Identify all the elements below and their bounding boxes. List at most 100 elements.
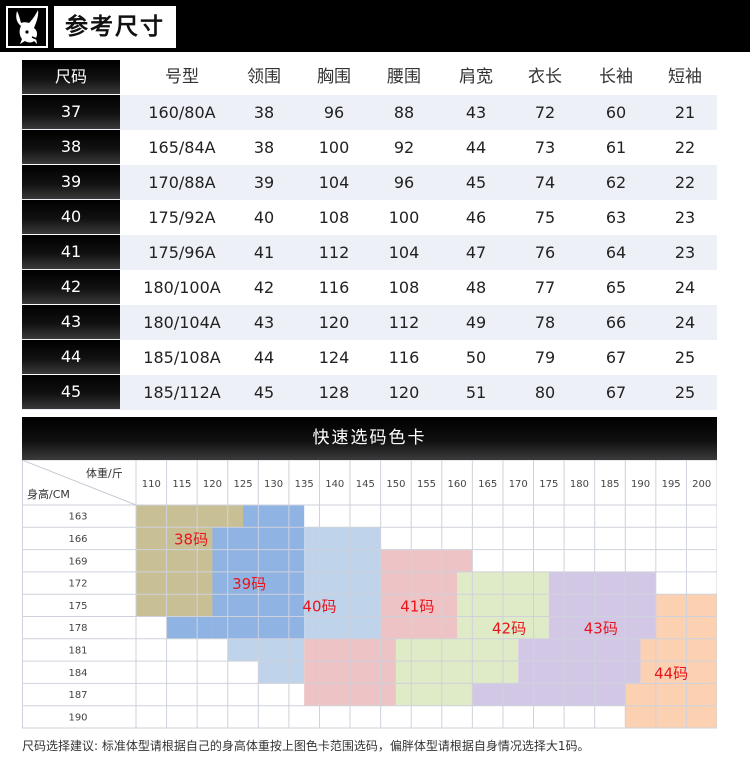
table-cell: 40 bbox=[22, 200, 120, 234]
size-zone-block bbox=[243, 505, 305, 528]
table-cell: 63 bbox=[605, 208, 627, 227]
brand-logo bbox=[6, 6, 48, 48]
table-cell: 185/112A bbox=[143, 383, 221, 402]
table-cell: 41 bbox=[253, 243, 275, 262]
weight-tick-label: 150 bbox=[386, 479, 405, 490]
table-cell: 45 bbox=[253, 383, 275, 402]
corner-diagonal bbox=[22, 460, 137, 506]
table-row: 39 170/88A 39 104 96 45 74 62 22 bbox=[22, 165, 717, 200]
weight-tick-label: 145 bbox=[356, 479, 375, 490]
size-zone-block bbox=[258, 661, 305, 684]
weight-tick-label: 190 bbox=[631, 479, 650, 490]
page-title: 参考尺寸 bbox=[65, 14, 165, 40]
size-zone-label: 42码 bbox=[492, 620, 526, 638]
table-cell: 100 bbox=[388, 208, 420, 227]
size-zone-label: 39码 bbox=[232, 575, 266, 593]
height-tick-label: 187 bbox=[68, 690, 87, 701]
table-cell: 48 bbox=[465, 278, 487, 297]
table-header-cell: 腰围 bbox=[387, 67, 421, 87]
table-cell: 25 bbox=[674, 348, 696, 367]
table-cell: 22 bbox=[674, 173, 696, 192]
playboy-bunny-icon bbox=[16, 10, 40, 44]
title-box: 参考尺寸 bbox=[54, 6, 176, 48]
table-cell: 175/92A bbox=[148, 208, 216, 227]
weight-tick-label: 160 bbox=[448, 479, 467, 490]
table-cell: 23 bbox=[674, 208, 696, 227]
table-cell: 165/84A bbox=[148, 138, 216, 157]
table-cell: 92 bbox=[393, 138, 415, 157]
weight-tick-label: 165 bbox=[478, 479, 497, 490]
table-cell: 38 bbox=[253, 103, 275, 122]
size-zone-label: 40码 bbox=[302, 597, 336, 615]
table-cell: 42 bbox=[22, 270, 120, 304]
weight-tick-label: 175 bbox=[539, 479, 558, 490]
table-cell: 100 bbox=[318, 138, 350, 157]
table-cell: 50 bbox=[465, 348, 487, 367]
table-cell: 38 bbox=[253, 138, 275, 157]
table-cell: 96 bbox=[323, 103, 345, 122]
table-cell: 80 bbox=[534, 383, 556, 402]
size-zone-block bbox=[304, 527, 381, 639]
table-cell: 38 bbox=[22, 130, 120, 164]
height-tick-label: 190 bbox=[68, 712, 87, 723]
weight-tick-label: 130 bbox=[264, 479, 283, 490]
table-header-cell: 号型 bbox=[165, 67, 199, 87]
weight-tick-label: 120 bbox=[203, 479, 222, 490]
table-cell: 108 bbox=[318, 208, 350, 227]
weight-axis-label: 体重/斤 bbox=[86, 466, 123, 480]
table-cell: 61 bbox=[605, 138, 627, 157]
height-tick-label: 172 bbox=[68, 579, 87, 590]
table-cell: 108 bbox=[388, 278, 420, 297]
table-header-cell: 肩宽 bbox=[459, 67, 493, 87]
table-cell: 175/96A bbox=[148, 243, 216, 262]
size-advice-note: 尺码选择建议: 标准体型请根据自己的身高体重按上图色卡范围选码，偏胖体型请根据自… bbox=[22, 739, 590, 753]
table-cell: 24 bbox=[674, 313, 696, 332]
table-cell: 62 bbox=[605, 173, 627, 192]
table-cell: 44 bbox=[465, 138, 487, 157]
table-cell: 78 bbox=[534, 313, 556, 332]
table-cell: 67 bbox=[605, 383, 627, 402]
table-cell: 72 bbox=[534, 103, 556, 122]
table-cell: 40 bbox=[253, 208, 275, 227]
weight-tick-label: 110 bbox=[142, 479, 161, 490]
table-cell: 74 bbox=[534, 173, 556, 192]
table-cell: 180/100A bbox=[143, 278, 221, 297]
weight-tick-label: 170 bbox=[509, 479, 528, 490]
color-card-title: 快速选码色卡 bbox=[22, 417, 717, 460]
table-cell: 43 bbox=[465, 103, 487, 122]
table-cell: 25 bbox=[674, 383, 696, 402]
table-cell: 45 bbox=[465, 173, 487, 192]
table-cell: 124 bbox=[318, 348, 350, 367]
weight-tick-label: 125 bbox=[233, 479, 252, 490]
table-cell: 60 bbox=[605, 103, 627, 122]
table-cell: 180/104A bbox=[143, 313, 221, 332]
table-cell: 73 bbox=[534, 138, 556, 157]
table-header-cell: 胸围 bbox=[317, 67, 351, 87]
table-cell: 185/108A bbox=[143, 348, 221, 367]
table-cell: 104 bbox=[318, 173, 350, 192]
height-tick-label: 178 bbox=[68, 623, 87, 634]
color-card-header: 快速选码色卡 bbox=[22, 417, 717, 460]
table-cell: 128 bbox=[318, 383, 350, 402]
weight-tick-label: 140 bbox=[325, 479, 344, 490]
table-cell: 42 bbox=[253, 278, 275, 297]
table-cell: 67 bbox=[605, 348, 627, 367]
table-cell: 116 bbox=[388, 348, 420, 367]
table-cell: 47 bbox=[465, 243, 487, 262]
table-cell: 21 bbox=[674, 103, 696, 122]
table-cell: 44 bbox=[253, 348, 275, 367]
table-cell: 23 bbox=[674, 243, 696, 262]
weight-tick-label: 180 bbox=[570, 479, 589, 490]
table-header-cell: 短袖 bbox=[668, 67, 702, 87]
height-tick-label: 166 bbox=[68, 534, 87, 545]
weight-tick-label: 135 bbox=[295, 479, 314, 490]
table-cell: 43 bbox=[22, 305, 120, 339]
table-cell: 170/88A bbox=[148, 173, 216, 192]
table-cell: 65 bbox=[605, 278, 627, 297]
table-cell: 24 bbox=[674, 278, 696, 297]
height-tick-label: 175 bbox=[68, 601, 87, 612]
table-row: 37 160/80A 38 96 88 43 72 60 21 bbox=[22, 95, 717, 130]
size-zone-label: 41码 bbox=[400, 597, 434, 615]
table-row: 43 180/104A 43 120 112 49 78 66 24 bbox=[22, 305, 717, 340]
table-cell: 64 bbox=[605, 243, 627, 262]
